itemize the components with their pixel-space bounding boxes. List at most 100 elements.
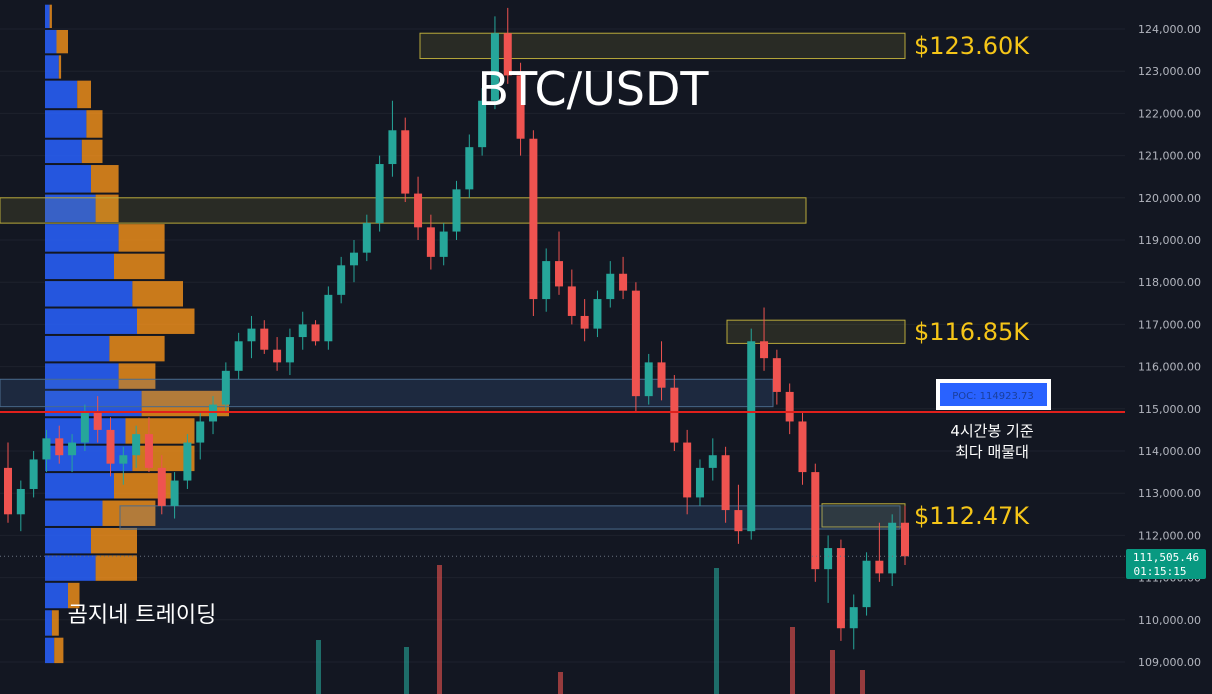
candle-body [772, 358, 781, 392]
candle-body [324, 294, 333, 342]
profile-buy-bar [45, 4, 50, 28]
profile-buy-bar [45, 610, 52, 636]
candle-body [311, 324, 320, 342]
profile-buy-bar [45, 281, 133, 307]
profile-buy-bar [45, 637, 55, 664]
candle-body [875, 560, 884, 574]
price-zone [0, 378, 774, 408]
profile-sell-bar [49, 4, 52, 28]
y-tick-label: 114,000.00 [1138, 445, 1201, 458]
candle-body [144, 434, 153, 468]
price-zone [119, 505, 901, 530]
candle-body [619, 273, 628, 291]
candle-body [68, 442, 77, 456]
profile-sell-bar [114, 253, 165, 280]
profile-buy-bar [45, 194, 96, 223]
profile-sell-bar [95, 194, 119, 223]
y-tick-label: 120,000.00 [1138, 192, 1201, 205]
profile-sell-bar [56, 30, 68, 54]
candle-body [132, 434, 141, 456]
candle-body [708, 455, 717, 468]
profile-sell-bar [86, 110, 103, 138]
candle-body [209, 404, 218, 422]
candle-body [478, 100, 487, 148]
y-tick-label: 122,000.00 [1138, 107, 1201, 120]
candle-body [106, 429, 115, 464]
price-zone [419, 32, 906, 60]
profile-sell-bar [102, 500, 156, 526]
candle-body [824, 548, 833, 570]
candle-body [388, 130, 397, 165]
volume-profile [45, 4, 229, 664]
candle-body [542, 261, 551, 300]
volume-bar [316, 640, 321, 694]
poc-note-line1: 4시간봉 기준 [950, 422, 1034, 440]
candle-body [811, 472, 820, 570]
candle-body [55, 438, 64, 456]
profile-sell-bar [91, 165, 119, 193]
y-tick-label: 118,000.00 [1138, 276, 1201, 289]
current-price-label: 111,505.46 [1133, 551, 1199, 564]
candle-body [567, 286, 576, 316]
candle-body [452, 189, 461, 232]
candle-body [375, 164, 384, 224]
profile-sell-bar [137, 308, 195, 334]
level-label-116k: $116.85K [914, 318, 1030, 346]
profile-sell-bar [118, 224, 165, 252]
candle-body [93, 413, 102, 430]
volume-bar [860, 670, 865, 694]
y-tick-label: 124,000.00 [1138, 23, 1201, 36]
volume-bars [316, 565, 865, 694]
profile-sell-bar [58, 55, 62, 79]
price-axis[interactable]: 109,000.00110,000.00111,000.00112,000.00… [1138, 23, 1201, 669]
poc-label: POC: 114923.73 [952, 391, 1034, 402]
candle-body [42, 438, 51, 460]
candle-body [221, 370, 230, 405]
volume-bar [558, 672, 563, 694]
profile-sell-bar [95, 555, 137, 581]
profile-buy-bar [45, 473, 114, 499]
y-tick-label: 109,000.00 [1138, 656, 1201, 669]
profile-buy-bar [45, 30, 57, 54]
candle-body [529, 138, 538, 300]
profile-buy-bar [45, 55, 59, 79]
profile-sell-bar [118, 363, 156, 389]
candle-body [670, 387, 679, 443]
profile-sell-bar [81, 139, 103, 164]
candle-body [349, 252, 358, 266]
candle-body [170, 480, 179, 506]
profile-sell-bar [109, 335, 165, 362]
profile-buy-bar [45, 582, 68, 609]
candle-body [234, 341, 243, 371]
candle-body [683, 442, 692, 498]
pair-title: BTC/USDT [478, 62, 710, 116]
candle-body [734, 510, 743, 532]
volume-bar [830, 650, 835, 694]
candle-body [747, 341, 756, 532]
profile-sell-bar [51, 610, 59, 636]
y-tick-label: 121,000.00 [1138, 150, 1201, 163]
profile-buy-bar [45, 139, 82, 164]
candle-body [490, 33, 499, 101]
candle-body [337, 265, 346, 295]
candle-body [516, 75, 525, 139]
candle-body [721, 455, 730, 511]
candle-body [80, 413, 89, 443]
candle-body [183, 442, 192, 481]
candle-body [157, 467, 166, 506]
candle-body [119, 455, 128, 464]
y-tick-label: 116,000.00 [1138, 361, 1201, 374]
profile-buy-bar [45, 555, 96, 581]
profile-buy-bar [45, 335, 110, 362]
candle-body [580, 315, 589, 329]
profile-buy-bar [45, 224, 119, 252]
candle-body [555, 261, 564, 287]
candle-body [836, 548, 845, 629]
candle-body [260, 328, 269, 350]
profile-sell-bar [132, 281, 183, 307]
candlesticks [4, 7, 909, 650]
channel-watermark: 곰지네 트레이딩 [68, 603, 217, 628]
candle-body [401, 130, 410, 194]
profile-buy-bar [45, 165, 91, 193]
